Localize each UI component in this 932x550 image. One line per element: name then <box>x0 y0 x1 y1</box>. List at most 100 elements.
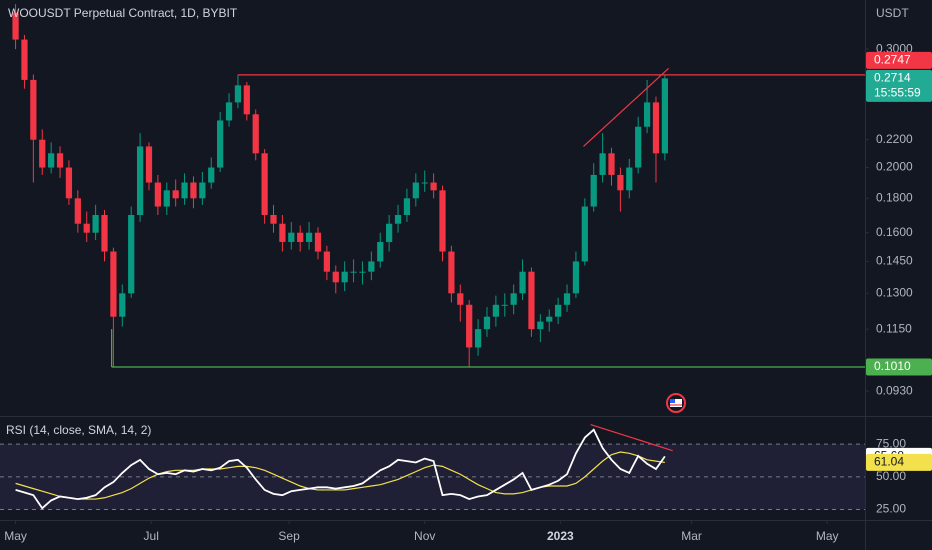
candle-body <box>101 215 108 252</box>
price-label: 0.1010 <box>874 359 911 373</box>
candle-body <box>12 12 19 40</box>
candle-body <box>217 120 224 168</box>
unit-label: USDT <box>876 6 909 20</box>
candle-body <box>430 182 437 191</box>
candle-body <box>661 78 668 154</box>
candle-body <box>617 174 624 191</box>
y-tick-label: 0.1800 <box>876 190 913 204</box>
candle-body <box>635 126 642 168</box>
candle-body <box>145 146 153 183</box>
x-tick-label: 2023 <box>547 529 574 543</box>
candle-body <box>288 232 295 242</box>
candle-body <box>92 215 99 233</box>
y-tick-label: 0.1150 <box>876 321 912 335</box>
x-tick-label: May <box>4 529 27 543</box>
candle-body <box>377 241 384 262</box>
candle-body <box>110 251 117 317</box>
candle-body <box>30 79 37 140</box>
candle-body <box>368 261 375 272</box>
candle-body <box>421 182 428 184</box>
candle-body <box>546 316 553 322</box>
candle-body <box>652 102 660 154</box>
candle-body <box>48 153 55 168</box>
candle-body <box>537 321 544 330</box>
candle-body <box>501 304 508 306</box>
candle-body <box>608 153 615 175</box>
candle-body <box>190 182 197 199</box>
y-tick-label: 50.00 <box>876 469 906 483</box>
candle-body <box>359 271 366 273</box>
price-label: 0.2747 <box>874 53 911 67</box>
y-tick-label: 0.1450 <box>876 254 913 268</box>
rsi-title: RSI (14, close, SMA, 14, 2) <box>6 423 151 437</box>
candle-body <box>56 153 64 168</box>
candle-body <box>626 167 633 191</box>
x-tick-label: Sep <box>278 529 300 543</box>
candle-body <box>21 39 28 80</box>
candle-body <box>599 153 606 175</box>
candle-body <box>572 261 580 294</box>
chart-title: WOOUSDT Perpetual Contract, 1D, BYBIT <box>8 6 238 20</box>
candle-body <box>181 182 188 199</box>
candle-body <box>581 206 588 262</box>
candle-body <box>474 329 482 348</box>
candle-body <box>332 271 339 283</box>
candle-body <box>65 167 73 199</box>
x-tick-label: Nov <box>414 529 435 543</box>
price-label: 0.2714 <box>874 71 911 85</box>
candle-body <box>643 102 651 127</box>
drawing-line <box>590 423 673 452</box>
y-tick-label: 0.2000 <box>876 160 913 174</box>
candle-body <box>261 153 268 216</box>
y-tick-label: 25.00 <box>876 502 906 516</box>
x-tick-label: May <box>816 529 839 543</box>
candle-body <box>83 223 90 233</box>
candle-body <box>386 223 393 242</box>
candle-body <box>590 174 597 207</box>
price-label-box <box>866 69 932 102</box>
candle-body <box>234 85 242 103</box>
y-tick-label: 0.1600 <box>876 225 913 239</box>
candle-body <box>128 215 135 294</box>
candle-body <box>341 271 348 283</box>
y-tick-label: 0.3000 <box>876 41 913 55</box>
candle-body <box>448 251 455 294</box>
candle-body <box>563 293 571 305</box>
candle-body <box>466 304 473 348</box>
candle-body <box>519 271 526 294</box>
candle-body <box>74 198 81 224</box>
x-tick-label: Mar <box>681 529 702 543</box>
y-tick-label: 75.00 <box>876 436 906 450</box>
candle-body <box>483 316 491 330</box>
candle-body <box>350 271 357 273</box>
candle-body <box>279 223 286 242</box>
candle-body <box>199 182 206 199</box>
candle-body <box>492 304 499 317</box>
x-tick-label: Jul <box>144 529 159 543</box>
candle-body <box>314 232 322 252</box>
rsi-line <box>15 428 666 510</box>
candle-body <box>154 182 161 207</box>
candle-body <box>510 293 517 305</box>
candle-body <box>252 114 259 154</box>
value-label: 61.04 <box>874 455 904 469</box>
candle-body <box>225 102 233 121</box>
candle-body <box>270 215 277 224</box>
candle-body <box>208 167 215 183</box>
candle-body <box>39 139 46 168</box>
countdown: 15:55:59 <box>874 86 921 100</box>
candle-body <box>243 85 250 115</box>
y-tick-label: 0.0930 <box>876 383 913 397</box>
price-pane <box>12 4 865 368</box>
candle-body <box>119 293 126 317</box>
candle-body <box>305 232 313 242</box>
candle-body <box>323 251 330 272</box>
candle-body <box>528 271 535 330</box>
drawing-line <box>583 67 670 147</box>
axes: 0.3000 0.2200 0.2000 0.1800 0.1600 0.1450 0.13… <box>4 41 932 543</box>
price-label-box <box>866 358 932 376</box>
candle-body <box>403 198 411 216</box>
